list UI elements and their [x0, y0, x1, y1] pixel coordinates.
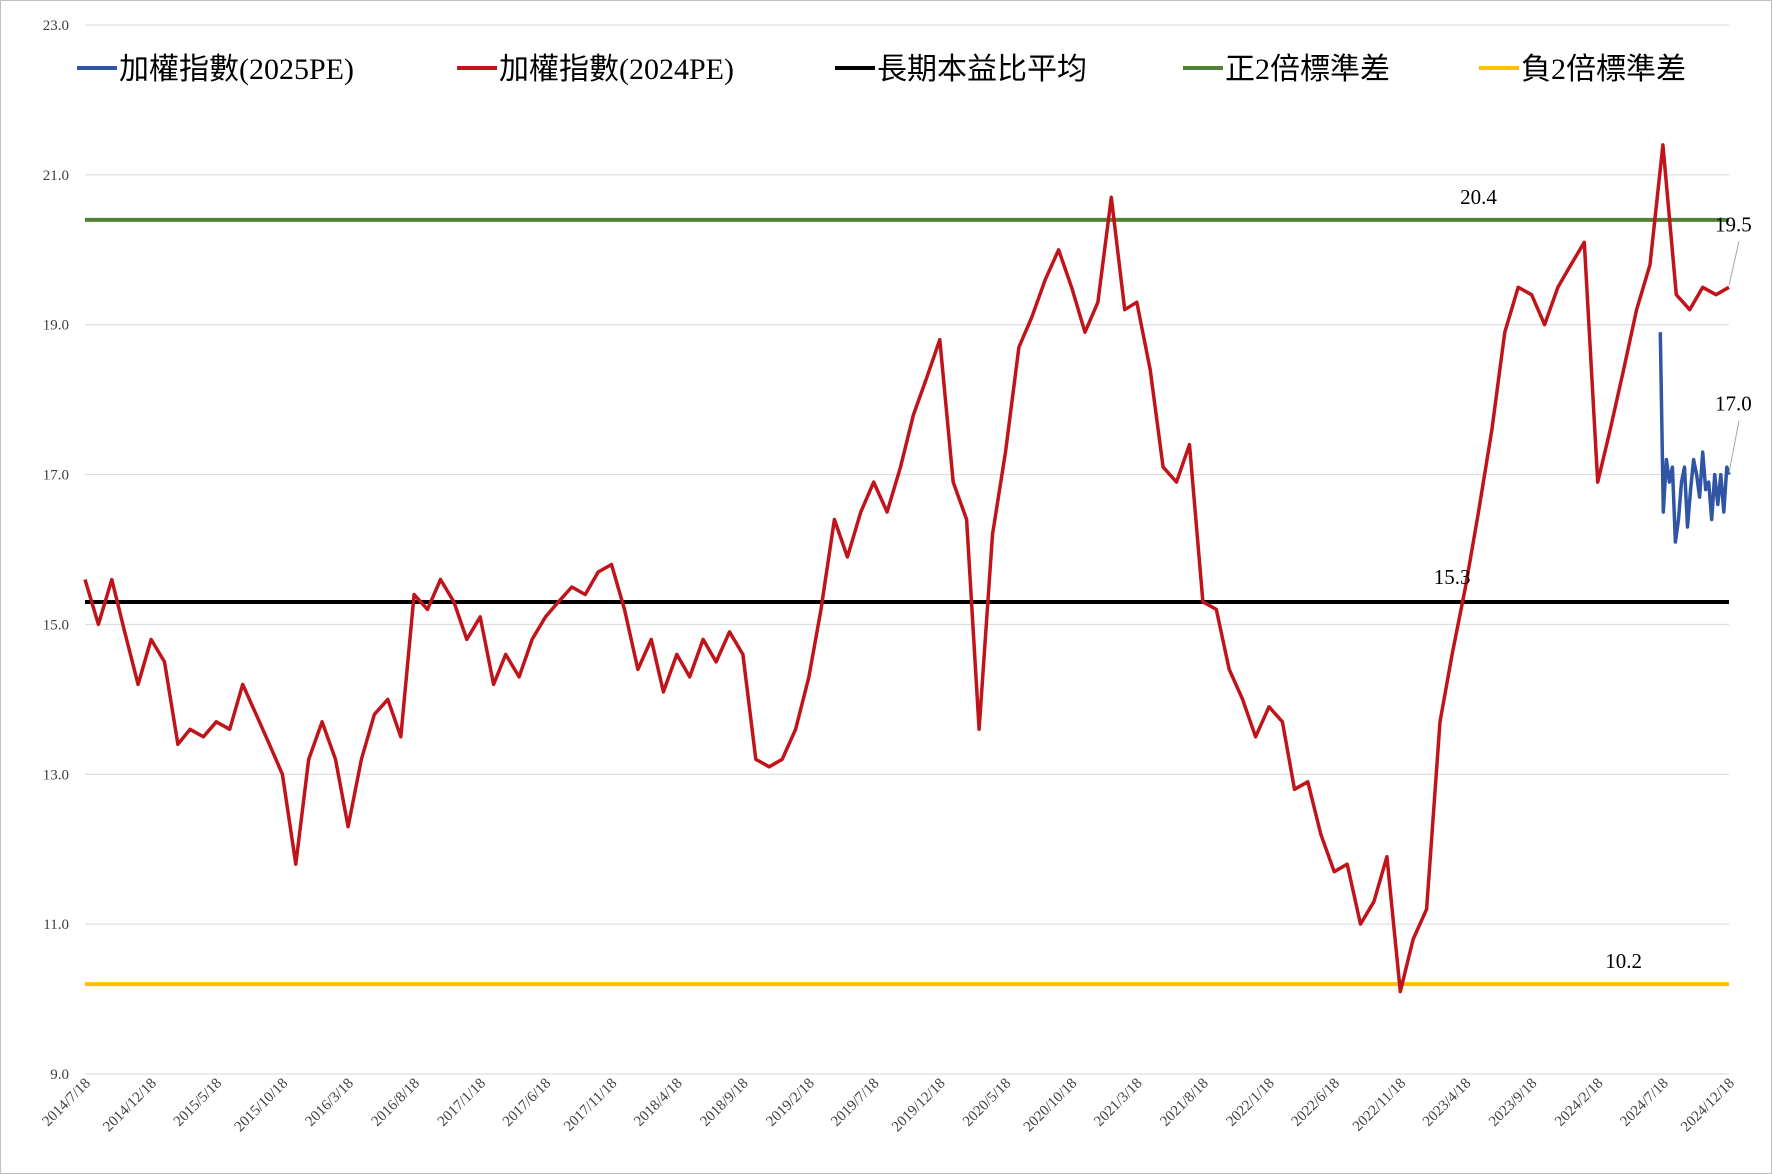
x-tick-label: 2022/11/18	[1350, 1076, 1409, 1135]
x-tick-label: 2024/2/18	[1552, 1076, 1606, 1130]
x-tick-label: 2021/3/18	[1091, 1076, 1145, 1130]
y-tick-label: 17.0	[43, 468, 69, 484]
x-tick-label: 2014/7/18	[39, 1076, 93, 1130]
y-tick-label: 13.0	[43, 767, 69, 783]
y-axis-tick-labels: 9.0 11.0 13.0 15.0 17.0 19.0 21.0 23.0	[43, 18, 69, 1083]
x-tick-label: 2022/6/18	[1289, 1076, 1343, 1130]
reference-lines	[85, 217, 1729, 987]
y-tick-label: 21.0	[43, 168, 69, 184]
x-tick-label: 2016/3/18	[303, 1076, 357, 1130]
annotation-label: 20.4	[1460, 185, 1497, 209]
annotation-label: 17.0	[1715, 392, 1752, 416]
y-tick-label: 15.0	[43, 617, 69, 633]
x-tick-label: 2023/9/18	[1486, 1076, 1540, 1130]
y-tick-label: 23.0	[43, 18, 69, 34]
x-tick-label: 2019/2/18	[763, 1076, 817, 1130]
x-tick-label: 2018/9/18	[697, 1076, 751, 1130]
x-tick-label: 2019/12/18	[889, 1076, 949, 1136]
x-tick-label: 2024/12/18	[1678, 1076, 1738, 1136]
annotations: 20.4 15.3 10.2 19.5 17.0	[1434, 185, 1752, 973]
y-tick-label: 9.0	[50, 1067, 69, 1083]
legend-label: 正2倍標準差	[1225, 53, 1390, 86]
x-tick-label: 2017/11/18	[561, 1076, 620, 1135]
annotation-label: 19.5	[1715, 212, 1752, 236]
x-tick-label: 2023/4/18	[1420, 1076, 1474, 1130]
x-tick-label: 2017/1/18	[435, 1076, 489, 1130]
x-tick-label: 2018/4/18	[631, 1076, 685, 1130]
legend-label: 負2倍標準差	[1521, 53, 1686, 86]
annotation-label: 10.2	[1605, 949, 1642, 973]
x-tick-label: 2020/5/18	[960, 1076, 1014, 1130]
x-tick-label: 2016/8/18	[369, 1076, 423, 1130]
legend-label: 長期本益比平均	[877, 53, 1087, 86]
y-tick-label: 19.0	[43, 318, 69, 334]
series-line	[1658, 332, 1731, 544]
annotation-leader	[1728, 241, 1740, 286]
y-tick-label: 11.0	[43, 917, 69, 933]
series-lines	[83, 143, 1731, 994]
x-tick-label: 2015/5/18	[171, 1076, 225, 1130]
legend-label: 加權指數(2024PE)	[499, 53, 734, 86]
x-tick-label: 2017/6/18	[500, 1076, 554, 1130]
legend: 加權指數(2025PE) 加權指數(2024PE) 長期本益比平均 正2倍標準差 負2倍…	[77, 53, 1686, 86]
annotation-label: 15.3	[1434, 565, 1471, 589]
x-tick-label: 2024/7/18	[1617, 1076, 1671, 1130]
x-tick-label: 2020/10/18	[1021, 1076, 1081, 1136]
annotation-leader	[1728, 420, 1740, 473]
x-tick-label: 2014/12/18	[100, 1076, 160, 1136]
x-axis-tick-labels: 2014/7/18 2014/12/18 2015/5/18 2015/10/18 20…	[39, 1076, 1737, 1136]
gridlines	[85, 24, 1729, 1075]
series-line	[83, 143, 1730, 994]
x-tick-label: 2022/1/18	[1223, 1076, 1277, 1130]
x-tick-label: 2021/8/18	[1157, 1076, 1211, 1130]
x-tick-label: 2015/10/18	[232, 1076, 292, 1136]
legend-label: 加權指數(2025PE)	[119, 53, 354, 86]
x-tick-label: 2019/7/18	[828, 1076, 882, 1130]
